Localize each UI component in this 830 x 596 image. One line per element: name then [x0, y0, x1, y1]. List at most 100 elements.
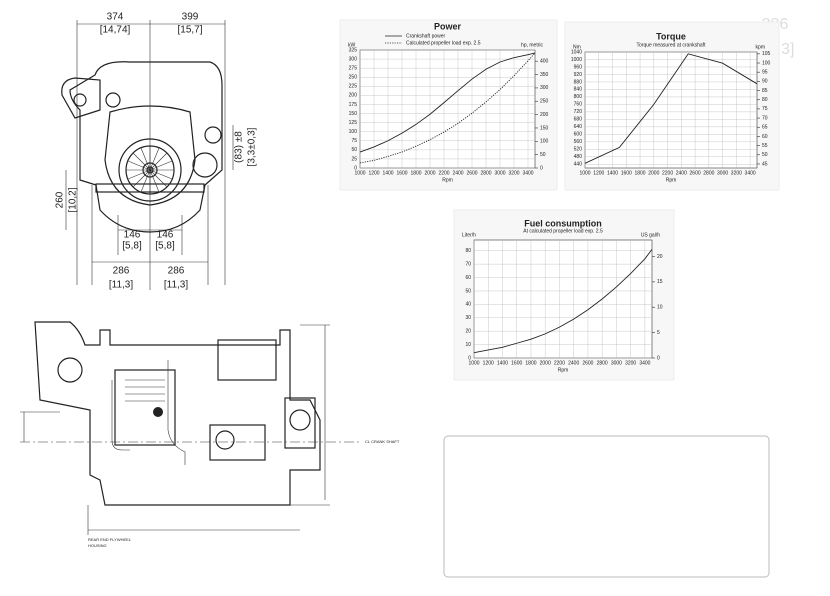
x-tick-label: 2600 — [466, 170, 477, 176]
y-tick-label: 175 — [349, 102, 358, 108]
x-tick-label: 2600 — [582, 360, 593, 366]
x-tick-label: 1800 — [525, 360, 536, 366]
x-tick-label: 1600 — [511, 360, 522, 366]
chart-title: Torque — [656, 31, 686, 41]
x-tick-label: 2800 — [597, 360, 608, 366]
y-tick-label: 920 — [574, 72, 583, 78]
x-tick-label: 1800 — [410, 170, 421, 176]
x-tick-label: 2400 — [676, 170, 687, 176]
x-tick-label: 3000 — [494, 170, 505, 176]
y-tick-label: 840 — [574, 87, 583, 93]
y2-axis-label: hp, metric — [521, 42, 543, 48]
x-axis-label: Rpm — [442, 177, 453, 183]
y-tick-label: 560 — [574, 139, 583, 145]
plot-area — [473, 239, 653, 359]
dimension-label: [15,7] — [177, 25, 202, 36]
y2-tick-label: 60 — [762, 134, 768, 140]
dimension-label: 146 — [124, 230, 141, 241]
y-tick-label: 80 — [465, 248, 471, 254]
y-tick-label: 75 — [351, 138, 357, 144]
y2-tick-label: 100 — [540, 139, 549, 145]
x-tick-label: 1000 — [468, 360, 479, 366]
x-tick-label: 1600 — [396, 170, 407, 176]
x-tick-label: 2200 — [554, 360, 565, 366]
x-tick-label: 1400 — [382, 170, 393, 176]
y2-tick-label: 150 — [540, 125, 549, 131]
y-tick-label: 1000 — [571, 57, 582, 63]
y-tick-label: 40 — [465, 302, 471, 308]
y-tick-label: 60 — [465, 275, 471, 281]
y2-tick-label: 90 — [762, 79, 768, 85]
y-tick-label: 1040 — [571, 49, 582, 55]
dimension-label: 260 — [55, 191, 66, 208]
x-tick-label: 3400 — [639, 360, 650, 366]
y-tick-label: 480 — [574, 154, 583, 160]
x-tick-label: 3200 — [625, 360, 636, 366]
x-tick-label: 1400 — [607, 170, 618, 176]
y-tick-label: 225 — [349, 84, 358, 90]
empty-panel — [443, 435, 770, 578]
y2-tick-label: 0 — [540, 165, 543, 171]
dimension-label: [5,8] — [155, 241, 175, 252]
y2-tick-label: 350 — [540, 72, 549, 78]
dimension-label: [11,3] — [109, 280, 133, 291]
y-axis-label: Nm — [573, 44, 581, 50]
legend-label: Crankshaft power — [406, 33, 446, 39]
y-axis-label: kW — [348, 42, 356, 48]
x-tick-label: 1200 — [368, 170, 379, 176]
y-tick-label: 440 — [574, 162, 583, 168]
x-tick-label: 2400 — [568, 360, 579, 366]
y2-tick-label: 400 — [540, 59, 549, 65]
y-tick-label: 50 — [351, 147, 357, 153]
y2-axis-label: kpm — [756, 44, 765, 50]
x-tick-label: 3400 — [522, 170, 533, 176]
y2-tick-label: 0 — [657, 355, 660, 361]
y-tick-label: 800 — [574, 94, 583, 100]
legend-label: Calculated propeller load exp. 2.5 — [406, 40, 481, 46]
y-axis-label: Liter/h — [462, 232, 476, 238]
centerline-label: CL CRANK SHAFT — [365, 439, 400, 444]
x-tick-label: 2800 — [480, 170, 491, 176]
y-tick-label: 720 — [574, 109, 583, 115]
x-tick-label: 1800 — [634, 170, 645, 176]
y2-tick-label: 15 — [657, 279, 663, 285]
y-tick-label: 0 — [354, 165, 357, 171]
y2-tick-label: 70 — [762, 115, 768, 121]
y2-tick-label: 50 — [540, 152, 546, 158]
x-tick-label: 2400 — [452, 170, 463, 176]
x-tick-label: 3000 — [717, 170, 728, 176]
dimension-label: (83) ±8 — [234, 131, 245, 163]
y-tick-label: 200 — [349, 93, 358, 99]
y-tick-label: 125 — [349, 120, 358, 126]
x-tick-label: 3200 — [508, 170, 519, 176]
dimension-label: 286 — [168, 266, 185, 277]
x-tick-label: 1200 — [593, 170, 604, 176]
y2-tick-label: 95 — [762, 70, 768, 76]
x-tick-label: 2200 — [662, 170, 673, 176]
chart-title: Power — [434, 21, 462, 31]
x-tick-label: 2200 — [438, 170, 449, 176]
y2-axis-label: US gal/h — [641, 232, 660, 238]
chart-title: Fuel consumption — [524, 218, 602, 228]
dimension-label: 286 — [113, 266, 130, 277]
y2-tick-label: 5 — [657, 330, 660, 336]
side-view-drawing — [20, 321, 360, 535]
y2-tick-label: 300 — [540, 85, 549, 91]
y-tick-label: 30 — [465, 315, 471, 321]
y2-tick-label: 105 — [762, 51, 771, 57]
y-tick-label: 10 — [465, 342, 471, 348]
y-tick-label: 680 — [574, 117, 583, 123]
y-tick-label: 880 — [574, 79, 583, 85]
data-line — [359, 52, 536, 153]
y2-tick-label: 50 — [762, 152, 768, 158]
x-axis-label: Rpm — [558, 367, 569, 373]
dimension-label: [10,2] — [68, 187, 79, 212]
y-tick-label: 70 — [465, 261, 471, 267]
dimension-label: [11,3] — [164, 280, 188, 291]
y-tick-label: 325 — [349, 47, 358, 53]
x-tick-label: 1400 — [497, 360, 508, 366]
front-view-drawing — [61, 20, 234, 290]
y2-tick-label: 85 — [762, 88, 768, 94]
y-tick-label: 640 — [574, 124, 583, 130]
